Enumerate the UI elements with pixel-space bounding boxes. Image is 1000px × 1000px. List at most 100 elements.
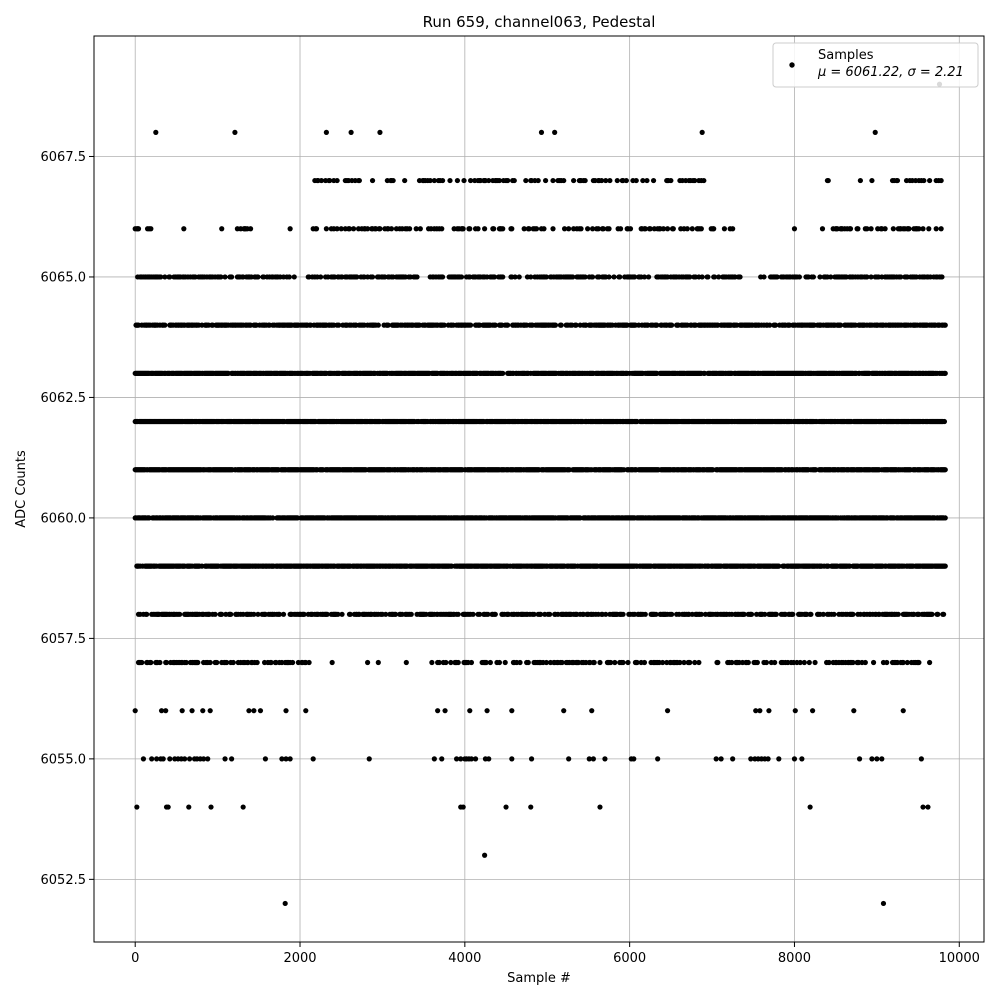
data-point — [468, 659, 475, 666]
data-point — [538, 611, 544, 617]
data-point — [820, 611, 826, 617]
data-point — [809, 708, 816, 714]
data-point — [597, 659, 603, 666]
data-point — [347, 611, 353, 617]
data-point — [763, 659, 770, 666]
data-point — [772, 659, 778, 666]
data-point — [547, 611, 553, 617]
data-point — [561, 708, 567, 714]
data-point — [900, 659, 906, 666]
data-point — [279, 756, 285, 762]
data-point — [713, 756, 719, 762]
data-point — [850, 611, 856, 617]
data-point — [280, 611, 287, 617]
data-point — [182, 756, 188, 762]
data-point — [228, 611, 234, 617]
data-point — [608, 659, 614, 666]
data-point — [935, 611, 941, 617]
data-point — [306, 659, 312, 666]
data-point — [812, 659, 818, 666]
data-point — [162, 322, 168, 328]
data-point — [831, 611, 837, 617]
data-point — [329, 659, 335, 666]
data-point — [879, 756, 885, 762]
data-point — [870, 659, 877, 666]
data-point — [856, 756, 863, 762]
data-point — [559, 659, 565, 666]
data-point — [222, 756, 228, 762]
data-point — [290, 659, 296, 666]
data-point — [591, 659, 597, 666]
data-point — [603, 611, 609, 617]
data-point — [229, 756, 235, 762]
data-point — [364, 659, 371, 666]
data-point — [941, 611, 947, 617]
data-point — [942, 563, 948, 569]
data-point — [942, 515, 948, 521]
data-point — [453, 756, 460, 762]
data-point — [442, 708, 448, 714]
data-point — [655, 756, 661, 762]
data-point — [470, 611, 476, 617]
data-point — [874, 756, 880, 762]
data-point — [925, 804, 931, 810]
data-point — [502, 659, 508, 666]
data-point — [287, 756, 293, 762]
data-point — [715, 659, 721, 666]
data-point — [792, 708, 798, 714]
data-point — [201, 756, 207, 762]
plot-area — [94, 36, 984, 942]
data-point — [942, 370, 948, 376]
data-point — [718, 756, 724, 762]
data-point — [790, 611, 796, 617]
data-point — [531, 611, 537, 617]
data-point — [207, 708, 213, 714]
data-point — [482, 852, 488, 858]
data-point — [472, 756, 479, 762]
data-point — [148, 659, 154, 666]
data-point — [850, 659, 856, 666]
data-point — [920, 804, 926, 810]
data-point — [799, 756, 805, 762]
data-point — [602, 756, 608, 762]
data-point — [251, 708, 257, 714]
data-point — [177, 611, 183, 617]
data-point — [916, 659, 922, 666]
data-point — [455, 611, 461, 617]
data-point — [487, 659, 493, 666]
data-point — [696, 659, 702, 666]
data-point — [918, 756, 924, 762]
data-point — [681, 659, 687, 666]
data-point — [195, 659, 201, 666]
data-point — [642, 611, 648, 617]
data-point — [730, 756, 736, 762]
data-point — [431, 756, 437, 762]
data-point — [439, 756, 445, 762]
data-point — [757, 708, 763, 714]
data-point — [408, 611, 414, 617]
data-point — [144, 611, 150, 617]
data-point — [283, 756, 289, 762]
data-point — [741, 611, 747, 617]
data-point — [240, 804, 246, 810]
data-point — [485, 611, 491, 617]
data-point — [268, 659, 274, 666]
data-point — [528, 756, 535, 762]
data-point — [806, 659, 812, 666]
data-point — [255, 611, 261, 617]
data-point — [163, 708, 169, 714]
data-point — [251, 611, 257, 617]
data-point — [483, 659, 489, 666]
data-point — [149, 756, 155, 762]
data-point — [620, 611, 626, 617]
data-point — [880, 900, 887, 907]
data-point — [748, 756, 754, 762]
data-point — [698, 611, 704, 617]
data-point — [160, 756, 166, 762]
data-point — [641, 659, 648, 666]
data-point — [157, 659, 163, 666]
data-point — [467, 708, 473, 714]
data-point — [167, 756, 173, 762]
data-point — [692, 659, 698, 666]
